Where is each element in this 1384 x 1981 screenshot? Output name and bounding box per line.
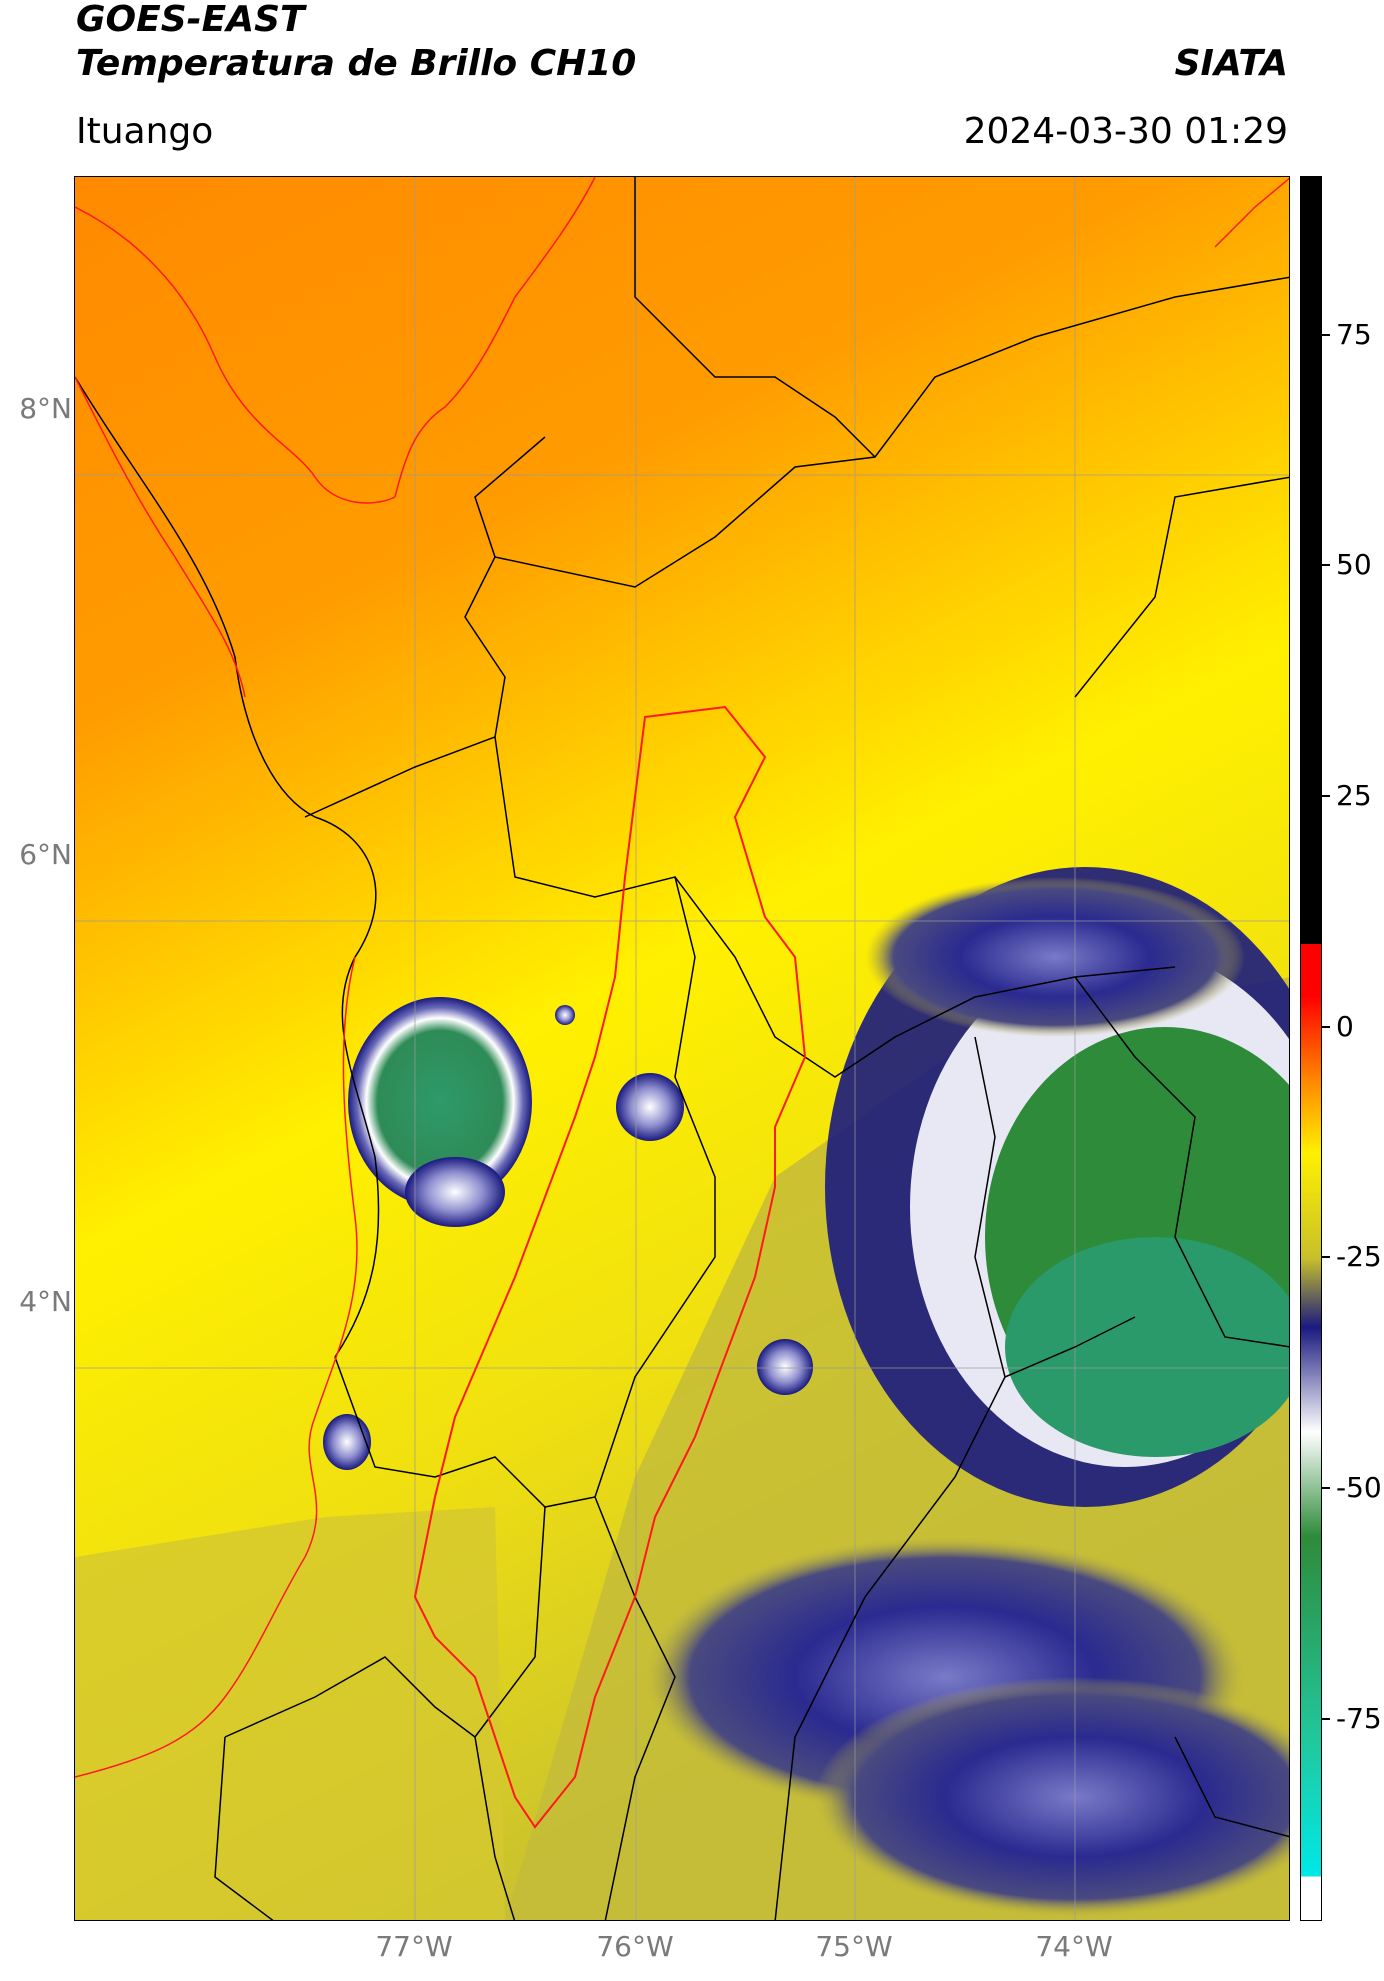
colorbar-label-75: 75 xyxy=(1336,318,1372,351)
colorbar-tick xyxy=(1322,795,1330,797)
colorbar-tick xyxy=(1322,1256,1330,1258)
colorbar-label-minus50: -50 xyxy=(1336,1471,1382,1504)
colorbar-tick xyxy=(1322,1718,1330,1720)
lon-label-77w: 77°W xyxy=(375,1930,453,1963)
olive-zone-west xyxy=(75,1507,505,1920)
colorbar-label-minus25: -25 xyxy=(1336,1240,1382,1273)
admin-borders xyxy=(75,177,1289,1920)
colorbar-tick xyxy=(1322,1026,1330,1028)
colorbar-label-25: 25 xyxy=(1336,779,1372,812)
colorbar-tick xyxy=(1322,564,1330,566)
lon-label-74w: 74°W xyxy=(1035,1930,1113,1963)
colorbar xyxy=(1300,176,1322,1921)
navy-band-northeast xyxy=(865,877,1245,1037)
region-label: Ituango xyxy=(76,111,214,152)
title-product: Temperatura de Brillo CH10 xyxy=(76,43,637,84)
lon-label-76w: 76°W xyxy=(596,1930,674,1963)
coastline xyxy=(75,177,1289,1778)
colorbar-label-minus75: -75 xyxy=(1336,1702,1382,1735)
small-cell-coast xyxy=(323,1414,371,1470)
graticule xyxy=(75,177,1289,1920)
colorbar-label-0: 0 xyxy=(1336,1010,1354,1043)
lon-label-75w: 75°W xyxy=(815,1930,893,1963)
brand-label: SIATA xyxy=(1174,43,1288,84)
satellite-map xyxy=(74,176,1290,1921)
lat-label-6n: 6°N xyxy=(19,838,72,871)
colorbar-label-50: 50 xyxy=(1336,548,1372,581)
colorbar-tick xyxy=(1322,1487,1330,1489)
navy-band-south-2 xyxy=(815,1677,1289,1917)
lat-label-8n: 8°N xyxy=(19,392,72,425)
basin-outline xyxy=(413,705,807,1829)
lat-label-4n: 4°N xyxy=(19,1285,72,1318)
small-cell-ne xyxy=(555,1005,575,1025)
colorbar-tick xyxy=(1322,334,1330,336)
small-cell-central xyxy=(616,1073,684,1141)
title-satellite: GOES-EAST xyxy=(76,0,305,40)
timestamp-label: 2024-03-30 01:29 xyxy=(963,111,1288,152)
small-cell-south xyxy=(757,1339,813,1395)
storm-cell-west xyxy=(348,997,532,1207)
green-core-east-2 xyxy=(1005,1237,1289,1457)
storm-cell-west-tail xyxy=(405,1157,505,1227)
